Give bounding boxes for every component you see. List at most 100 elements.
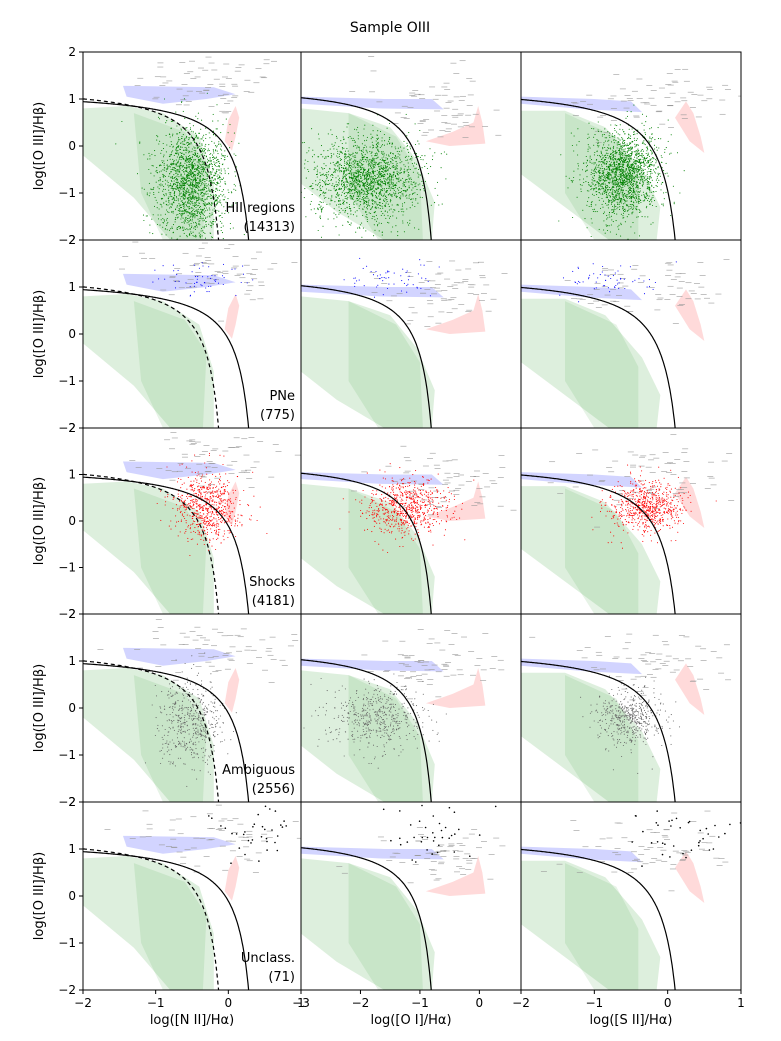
data-point: [191, 151, 193, 153]
data-point: [371, 178, 373, 180]
data-point: [199, 235, 201, 238]
data-point: [330, 162, 332, 164]
data-point: [577, 163, 579, 165]
data-point: [173, 154, 175, 156]
data-point: [623, 145, 625, 147]
data-point: [635, 187, 637, 189]
data-point: [180, 186, 182, 188]
data-point: [375, 140, 377, 142]
data-point: [179, 148, 182, 151]
data-point: [342, 175, 344, 177]
sample-points: [558, 104, 685, 240]
data-point: [168, 133, 170, 135]
data-point: [181, 169, 183, 172]
data-point: [597, 130, 600, 133]
data-point: [325, 175, 328, 177]
data-point: [347, 213, 349, 215]
data-point: [320, 174, 322, 176]
data-point: [196, 184, 198, 186]
data-point: [188, 217, 190, 219]
data-point: [362, 214, 364, 217]
data-point: [231, 204, 233, 206]
data-point: [179, 198, 182, 200]
data-point: [324, 157, 326, 159]
data-point: [157, 186, 159, 188]
data-point: [624, 221, 626, 223]
data-point: [197, 218, 199, 220]
data-point: [179, 170, 181, 172]
data-point: [382, 159, 384, 161]
data-point: [628, 208, 630, 210]
data-point: [600, 193, 602, 195]
data-point: [638, 173, 641, 175]
data-point: [220, 143, 222, 145]
data-point: [295, 158, 296, 159]
data-point: [397, 147, 399, 149]
data-point: [325, 174, 327, 176]
data-point: [185, 127, 187, 129]
data-point: [333, 218, 335, 220]
data-point: [186, 222, 188, 224]
data-point: [612, 136, 614, 138]
data-point: [316, 176, 318, 178]
data-point: [635, 190, 637, 192]
data-point: [594, 171, 596, 173]
data-point: [369, 151, 371, 153]
data-point: [626, 157, 628, 159]
data-point: [366, 190, 368, 193]
data-point: [197, 147, 199, 149]
data-point: [194, 190, 197, 192]
data-point: [193, 141, 195, 143]
data-point: [151, 188, 153, 190]
data-point: [328, 197, 330, 199]
data-point: [166, 244, 167, 245]
data-point: [180, 164, 182, 167]
data-point: [204, 186, 206, 188]
data-point: [216, 175, 218, 177]
data-point: [177, 162, 179, 164]
data-point: [235, 166, 238, 168]
data-point: [214, 201, 216, 203]
data-point: [361, 179, 363, 181]
data-point: [199, 215, 201, 218]
data-point: [343, 190, 345, 192]
data-point: [195, 184, 197, 186]
data-point: [222, 199, 224, 201]
data-point: [394, 146, 396, 148]
data-point: [440, 153, 442, 155]
data-point: [407, 151, 410, 153]
data-point: [375, 201, 377, 203]
data-point: [585, 171, 587, 173]
data-point: [375, 189, 377, 191]
data-point: [196, 205, 198, 207]
data-point: [178, 191, 181, 193]
data-point: [198, 186, 200, 188]
data-point: [218, 168, 220, 171]
data-point: [189, 122, 191, 124]
data-point: [627, 175, 629, 177]
data-point: [656, 175, 658, 177]
data-point: [335, 169, 337, 171]
data-point: [355, 179, 357, 182]
data-point: [615, 177, 617, 179]
data-point: [356, 195, 358, 197]
data-point: [205, 156, 207, 158]
data-point: [639, 182, 641, 184]
data-point: [185, 192, 187, 194]
data-point: [396, 204, 398, 206]
data-point: [351, 196, 353, 198]
data-point: [408, 155, 410, 157]
data-point: [148, 168, 150, 171]
data-point: [626, 177, 628, 179]
data-point: [332, 175, 334, 177]
data-point: [179, 166, 181, 168]
data-point: [377, 150, 379, 152]
data-point: [180, 162, 182, 164]
data-point: [648, 177, 650, 179]
data-point: [226, 155, 228, 157]
data-point: [200, 253, 201, 254]
data-point: [611, 176, 613, 178]
data-point: [151, 153, 153, 155]
data-point: [626, 182, 629, 184]
data-point: [367, 190, 369, 192]
